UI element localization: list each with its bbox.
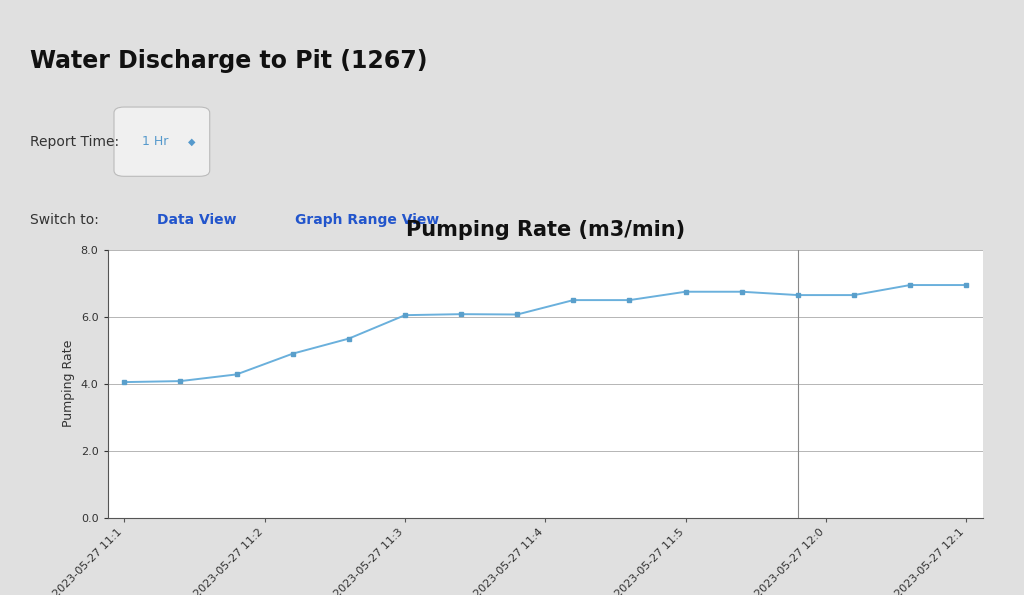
Text: Graph Range View: Graph Range View <box>295 212 439 227</box>
Text: Report Time:: Report Time: <box>31 134 120 149</box>
FancyBboxPatch shape <box>114 107 210 176</box>
Text: Data View: Data View <box>158 212 237 227</box>
Title: Pumping Rate (m3/min): Pumping Rate (m3/min) <box>406 220 685 240</box>
Text: 1 Hr: 1 Hr <box>142 135 169 148</box>
Y-axis label: Pumping Rate: Pumping Rate <box>62 340 75 427</box>
Text: Water Discharge to Pit (1267): Water Discharge to Pit (1267) <box>31 49 428 73</box>
Text: ◆: ◆ <box>187 137 195 147</box>
Text: Switch to:: Switch to: <box>31 212 99 227</box>
